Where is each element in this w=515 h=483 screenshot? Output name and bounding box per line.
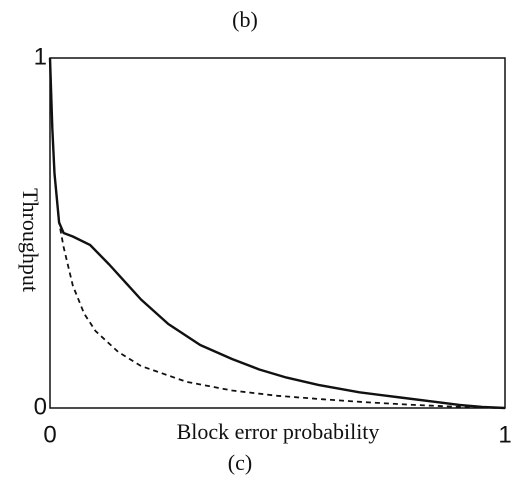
x-tick-label: 0 [43,421,56,448]
plot-frame [49,57,506,409]
y-tick-label: 1 [34,43,47,70]
series-line [48,57,506,410]
chart-title: (b) [232,7,258,32]
x-tick-label: 1 [498,421,511,448]
x-axis-label: Block error probability [177,419,380,444]
caption: (c) [228,450,252,475]
y-axis-label: Throughput [18,188,43,292]
series-line [49,57,506,409]
y-tick-label: 0 [34,393,47,420]
